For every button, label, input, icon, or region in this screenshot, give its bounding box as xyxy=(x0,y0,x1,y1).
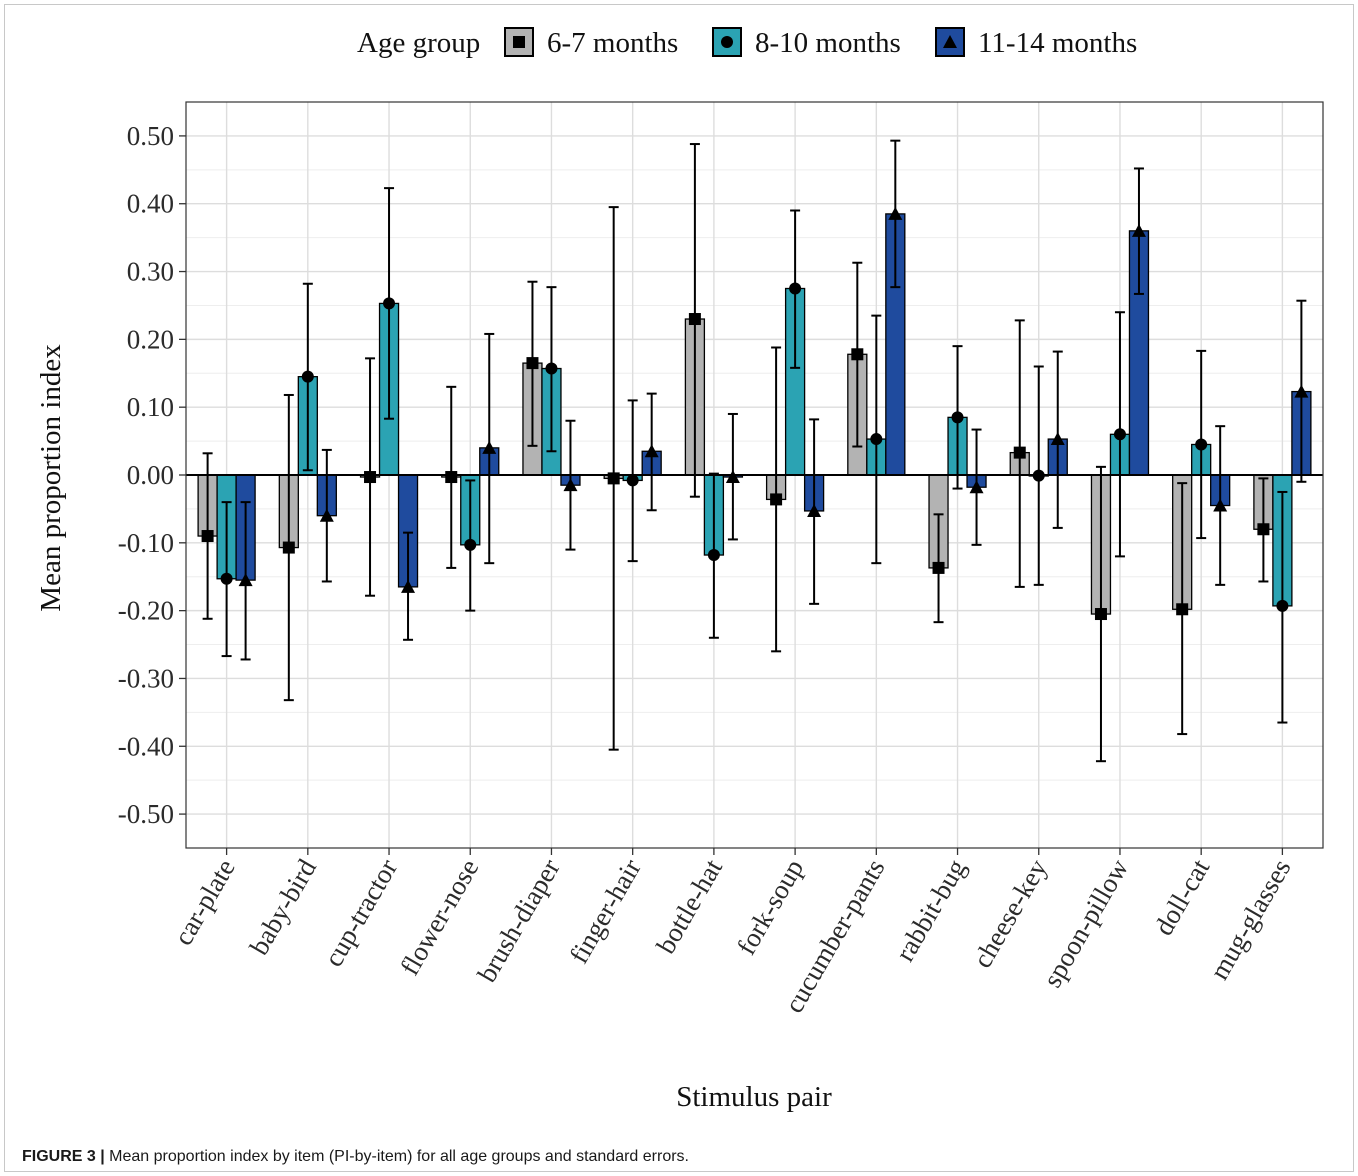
y-tick-label: 0.30 xyxy=(127,257,174,287)
triangle-marker xyxy=(1213,498,1228,512)
circle-marker xyxy=(464,538,477,551)
y-tick-label: -0.40 xyxy=(118,731,174,761)
y-tick-label: 0.20 xyxy=(127,324,174,354)
y-tick-label: 0.50 xyxy=(127,121,174,151)
triangle-marker xyxy=(644,444,659,458)
legend-triangle-marker xyxy=(943,35,957,48)
x-tick-label: spoon-pillow xyxy=(1037,854,1134,993)
x-tick-label: baby-bird xyxy=(244,854,323,960)
circle-marker xyxy=(1195,438,1208,451)
x-tick-label: finger-hair xyxy=(563,854,646,969)
triangle-marker xyxy=(969,480,984,494)
y-tick-label: -0.50 xyxy=(118,799,174,829)
legend-label: 6-7 months xyxy=(547,27,678,59)
legend-square-marker xyxy=(513,36,525,48)
circle-marker xyxy=(545,362,558,375)
circle-marker xyxy=(1276,599,1289,612)
triangle-marker xyxy=(888,206,903,220)
circle-marker xyxy=(626,474,639,487)
circle-marker xyxy=(951,411,964,424)
y-axis: -0.50 -0.40 -0.30 -0.20 -0.10 0.00 0.10 0.20 0.3… xyxy=(118,121,186,829)
square-marker xyxy=(364,471,377,484)
x-tick-label: brush-diaper xyxy=(471,854,565,987)
legend-title: Age group xyxy=(357,27,480,59)
square-marker xyxy=(201,530,214,543)
y-tick-label: -0.10 xyxy=(118,528,174,558)
figure-frame xyxy=(4,4,1354,1172)
triangle-marker xyxy=(238,573,253,587)
square-marker xyxy=(607,472,620,485)
square-marker xyxy=(688,313,701,326)
legend: Age group 6-7 months 8-10 months 11-14 mon… xyxy=(357,27,1137,59)
x-tick-label: cheese-key xyxy=(967,854,1053,973)
markers xyxy=(201,206,1309,621)
circle-marker xyxy=(1032,469,1045,482)
circle-marker xyxy=(220,572,233,585)
x-axis-title: Stimulus pair xyxy=(676,1081,832,1113)
y-tick-label: 0.40 xyxy=(127,189,174,219)
square-marker xyxy=(445,471,458,484)
y-axis-title: Mean proportion index xyxy=(35,344,67,612)
figure-caption: FIGURE 3 | Mean proportion index by item… xyxy=(22,1148,689,1166)
y-tick-label: -0.20 xyxy=(118,596,174,626)
circle-marker xyxy=(870,433,883,446)
x-tick-label: flower-nose xyxy=(394,854,484,980)
x-tick-label: cup-tractor xyxy=(318,854,403,972)
y-tick-label: 0.10 xyxy=(127,392,174,422)
x-tick-label: bottle-hat xyxy=(650,854,728,959)
square-marker xyxy=(1176,603,1189,616)
x-tick-label: rabbit-bug xyxy=(890,854,972,966)
legend-circle-marker xyxy=(721,36,733,48)
triangle-marker xyxy=(482,440,497,454)
x-tick-label: mug-glasses xyxy=(1204,854,1297,985)
x-tick-label: fork-soup xyxy=(731,854,809,960)
chart: Age group 6-7 months 8-10 months 11-14 mon… xyxy=(35,27,1324,1113)
triangle-marker xyxy=(1050,432,1065,446)
square-marker xyxy=(770,493,783,506)
triangle-marker xyxy=(725,470,740,484)
legend-label: 11-14 months xyxy=(978,27,1137,59)
circle-marker xyxy=(789,282,802,295)
y-tick-label: 0.00 xyxy=(127,460,174,490)
caption-label: FIGURE 3 | xyxy=(22,1148,105,1165)
legend-swatch xyxy=(504,27,534,57)
square-marker xyxy=(932,561,945,574)
y-tick-label: -0.30 xyxy=(118,663,174,693)
triangle-marker xyxy=(807,503,822,517)
legend-label: 8-10 months xyxy=(755,27,901,59)
x-axis: car-plate baby-birdcup-tractorflower-nose… xyxy=(168,848,1297,1018)
square-marker xyxy=(851,348,864,361)
square-marker xyxy=(1013,446,1026,459)
triangle-marker xyxy=(1294,384,1309,398)
circle-marker xyxy=(1113,428,1126,441)
square-marker xyxy=(526,357,539,370)
legend-swatch xyxy=(712,27,742,57)
triangle-marker xyxy=(563,478,578,492)
square-marker xyxy=(1257,523,1270,536)
circle-marker xyxy=(383,297,396,310)
square-marker xyxy=(282,541,295,554)
caption-text: Mean proportion index by item (PI-by-ite… xyxy=(109,1148,689,1165)
circle-marker xyxy=(707,549,720,562)
x-tick-label: car-plate xyxy=(168,854,241,950)
triangle-marker xyxy=(1131,223,1146,237)
x-tick-label: doll-cat xyxy=(1148,854,1215,941)
triangle-marker xyxy=(401,579,416,593)
triangle-marker xyxy=(319,508,334,522)
circle-marker xyxy=(301,370,314,383)
square-marker xyxy=(1094,608,1107,621)
